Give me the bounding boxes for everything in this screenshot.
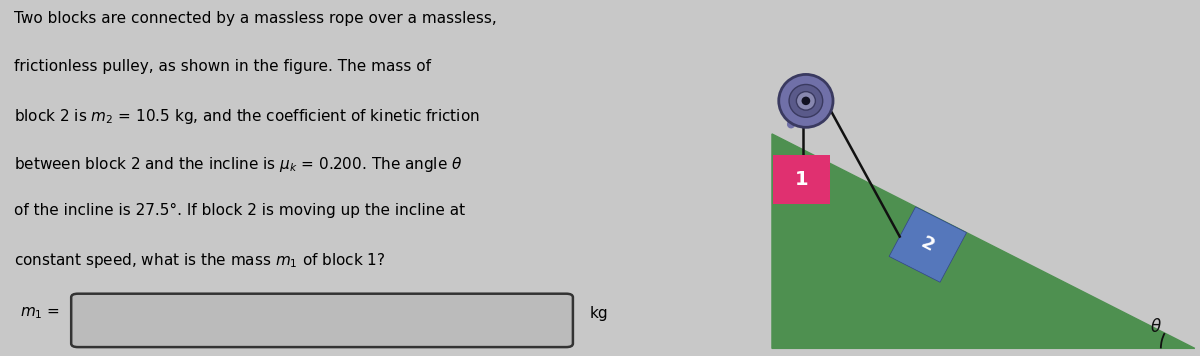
Circle shape: [803, 97, 810, 104]
Text: Two blocks are connected by a massless rope over a massless,: Two blocks are connected by a massless r…: [13, 11, 497, 26]
Text: of the incline is 27.5°. If block 2 is moving up the incline at: of the incline is 27.5°. If block 2 is m…: [13, 203, 464, 218]
Text: kg: kg: [590, 306, 608, 321]
Text: frictionless pulley, as shown in the figure. The mass of: frictionless pulley, as shown in the fig…: [13, 59, 431, 74]
Text: 1: 1: [794, 170, 809, 189]
Circle shape: [797, 91, 815, 110]
Text: constant speed, what is the mass $m_1$ of block 1?: constant speed, what is the mass $m_1$ o…: [13, 251, 385, 270]
Text: 2: 2: [918, 234, 937, 255]
FancyBboxPatch shape: [71, 294, 572, 347]
Text: block 2 is $m_2$ = 10.5 kg, and the coefficient of kinetic friction: block 2 is $m_2$ = 10.5 kg, and the coef…: [13, 107, 479, 126]
Text: $m_1$ =: $m_1$ =: [20, 305, 60, 321]
Circle shape: [790, 84, 823, 117]
Polygon shape: [772, 134, 1195, 349]
Polygon shape: [889, 207, 966, 282]
Bar: [773, 155, 830, 204]
Circle shape: [779, 74, 833, 127]
Text: between block 2 and the incline is $\mu_k$ = 0.200. The angle $\theta$: between block 2 and the incline is $\mu_…: [13, 155, 462, 174]
Text: $\theta$: $\theta$: [1150, 318, 1162, 336]
